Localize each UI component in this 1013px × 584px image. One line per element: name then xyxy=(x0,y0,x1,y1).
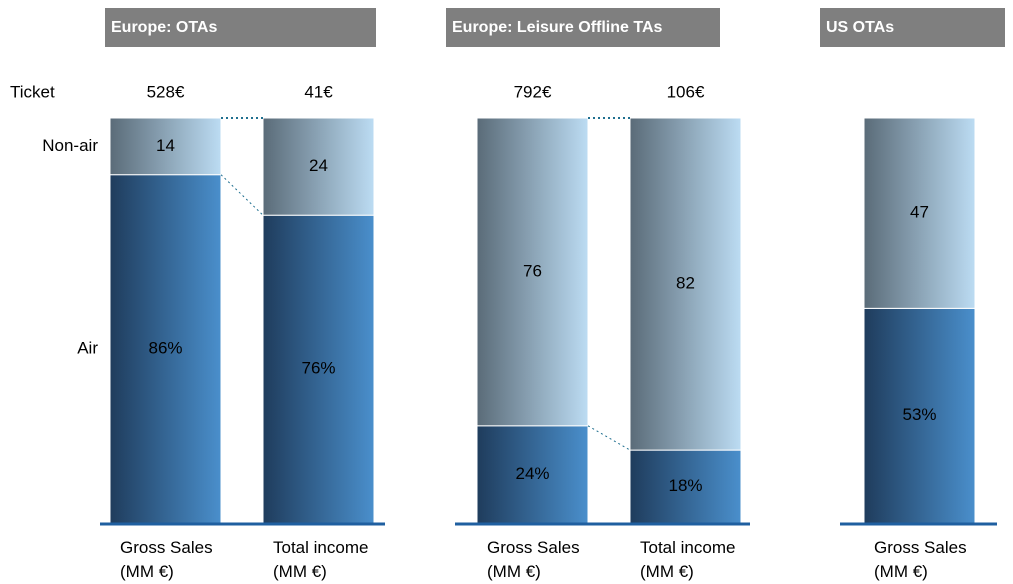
value-label: 24 xyxy=(309,156,328,175)
category-label: Total income (MM €) xyxy=(273,538,369,581)
title-box xyxy=(820,8,1005,47)
bar-segment xyxy=(863,307,976,524)
category-label: Total income (MM €) xyxy=(640,538,736,581)
value-label: 53% xyxy=(902,405,936,424)
panel-title: Europe: Leisure Offline TAs xyxy=(452,19,663,36)
ticket-value: 41€ xyxy=(304,82,333,101)
bar-segment xyxy=(262,214,375,524)
category-label: Gross Sales (MM €) xyxy=(120,538,213,581)
row-label: Air xyxy=(77,338,98,357)
value-label: 76% xyxy=(301,359,335,378)
value-label: 18% xyxy=(668,476,702,495)
value-label: 86% xyxy=(148,338,182,357)
ticket-value: 528€ xyxy=(147,82,185,101)
bar-segment xyxy=(629,117,742,451)
title-box xyxy=(446,8,720,47)
value-label: 24% xyxy=(515,464,549,483)
value-label: 76 xyxy=(523,261,542,280)
ticket-value: 792€ xyxy=(514,82,552,101)
value-label: 47 xyxy=(910,203,929,222)
panel-title: Europe: OTAs xyxy=(111,19,217,36)
category-label: Gross Sales (MM €) xyxy=(874,538,967,581)
bar-segment xyxy=(476,117,589,427)
panel-title: US OTAs xyxy=(826,19,894,36)
ticket-value: 106€ xyxy=(667,82,705,101)
title-box xyxy=(105,8,376,47)
connector xyxy=(587,425,631,451)
value-label: 82 xyxy=(676,274,695,293)
row-label: Ticket xyxy=(10,82,55,101)
bar-segment xyxy=(109,117,222,176)
row-label: Non-air xyxy=(42,136,98,155)
bar-segment xyxy=(863,117,976,309)
bar-segment xyxy=(476,425,589,524)
bar-segment xyxy=(109,174,222,524)
value-label: 14 xyxy=(156,136,175,155)
category-label: Gross Sales (MM €) xyxy=(487,538,580,581)
connector xyxy=(220,174,264,216)
bar-segment xyxy=(262,117,375,216)
